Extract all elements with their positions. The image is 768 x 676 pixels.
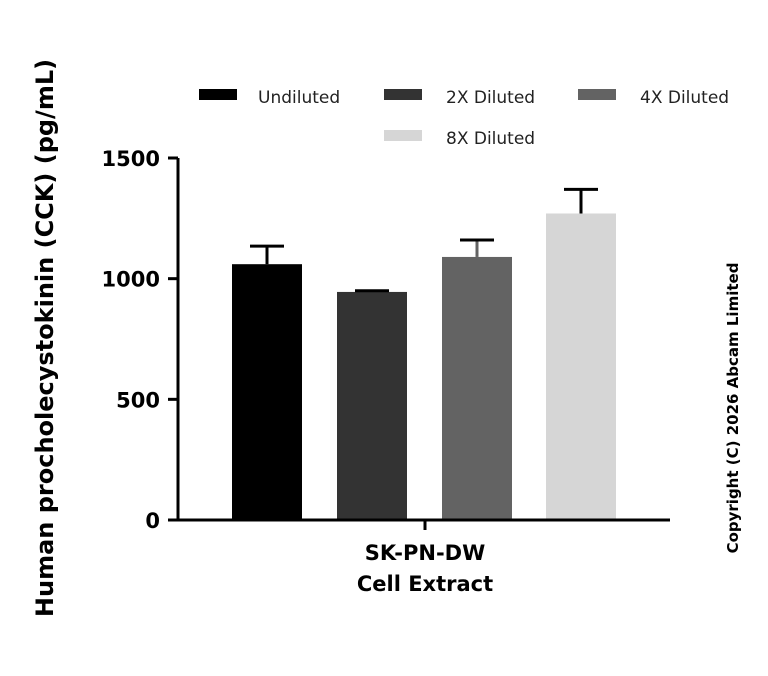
y-tick-label: 1000	[102, 268, 160, 292]
bar-2x-diluted	[337, 291, 407, 520]
y-tick-label: 500	[116, 388, 160, 412]
chart-legend: Undiluted 2X Diluted 4X Diluted 8X Diluted	[199, 88, 729, 149]
bar-group	[232, 187, 616, 521]
y-axis-title: Human procholecystokinin (CCK) (pg/mL)	[31, 59, 59, 617]
y-tick-label: 0	[145, 509, 160, 533]
legend-label-2x-diluted: 2X Diluted	[446, 88, 535, 108]
legend-swatch-8x-diluted	[384, 130, 422, 141]
legend-label-8x-diluted: 8X Diluted	[446, 129, 535, 149]
bar-undiluted	[232, 264, 302, 520]
y-axis-ticks: 0 500 1000 1500	[102, 147, 178, 533]
copyright-notice: Copyright (C) 2026 Abcam Limited	[724, 263, 742, 554]
legend-swatch-undiluted	[199, 89, 237, 100]
legend-swatch-2x-diluted	[384, 89, 422, 100]
x-category-label-line1: SK-PN-DW	[365, 541, 486, 565]
legend-label-undiluted: Undiluted	[258, 88, 340, 108]
bar-8x-diluted	[546, 213, 616, 521]
chart-axes	[176, 158, 670, 530]
legend-swatch-4x-diluted	[578, 89, 616, 100]
legend-label-4x-diluted: 4X Diluted	[640, 88, 729, 108]
x-category-label-line2: Cell Extract	[357, 572, 493, 596]
bar-4x-diluted	[442, 256, 512, 520]
y-tick-label: 1500	[102, 147, 160, 171]
